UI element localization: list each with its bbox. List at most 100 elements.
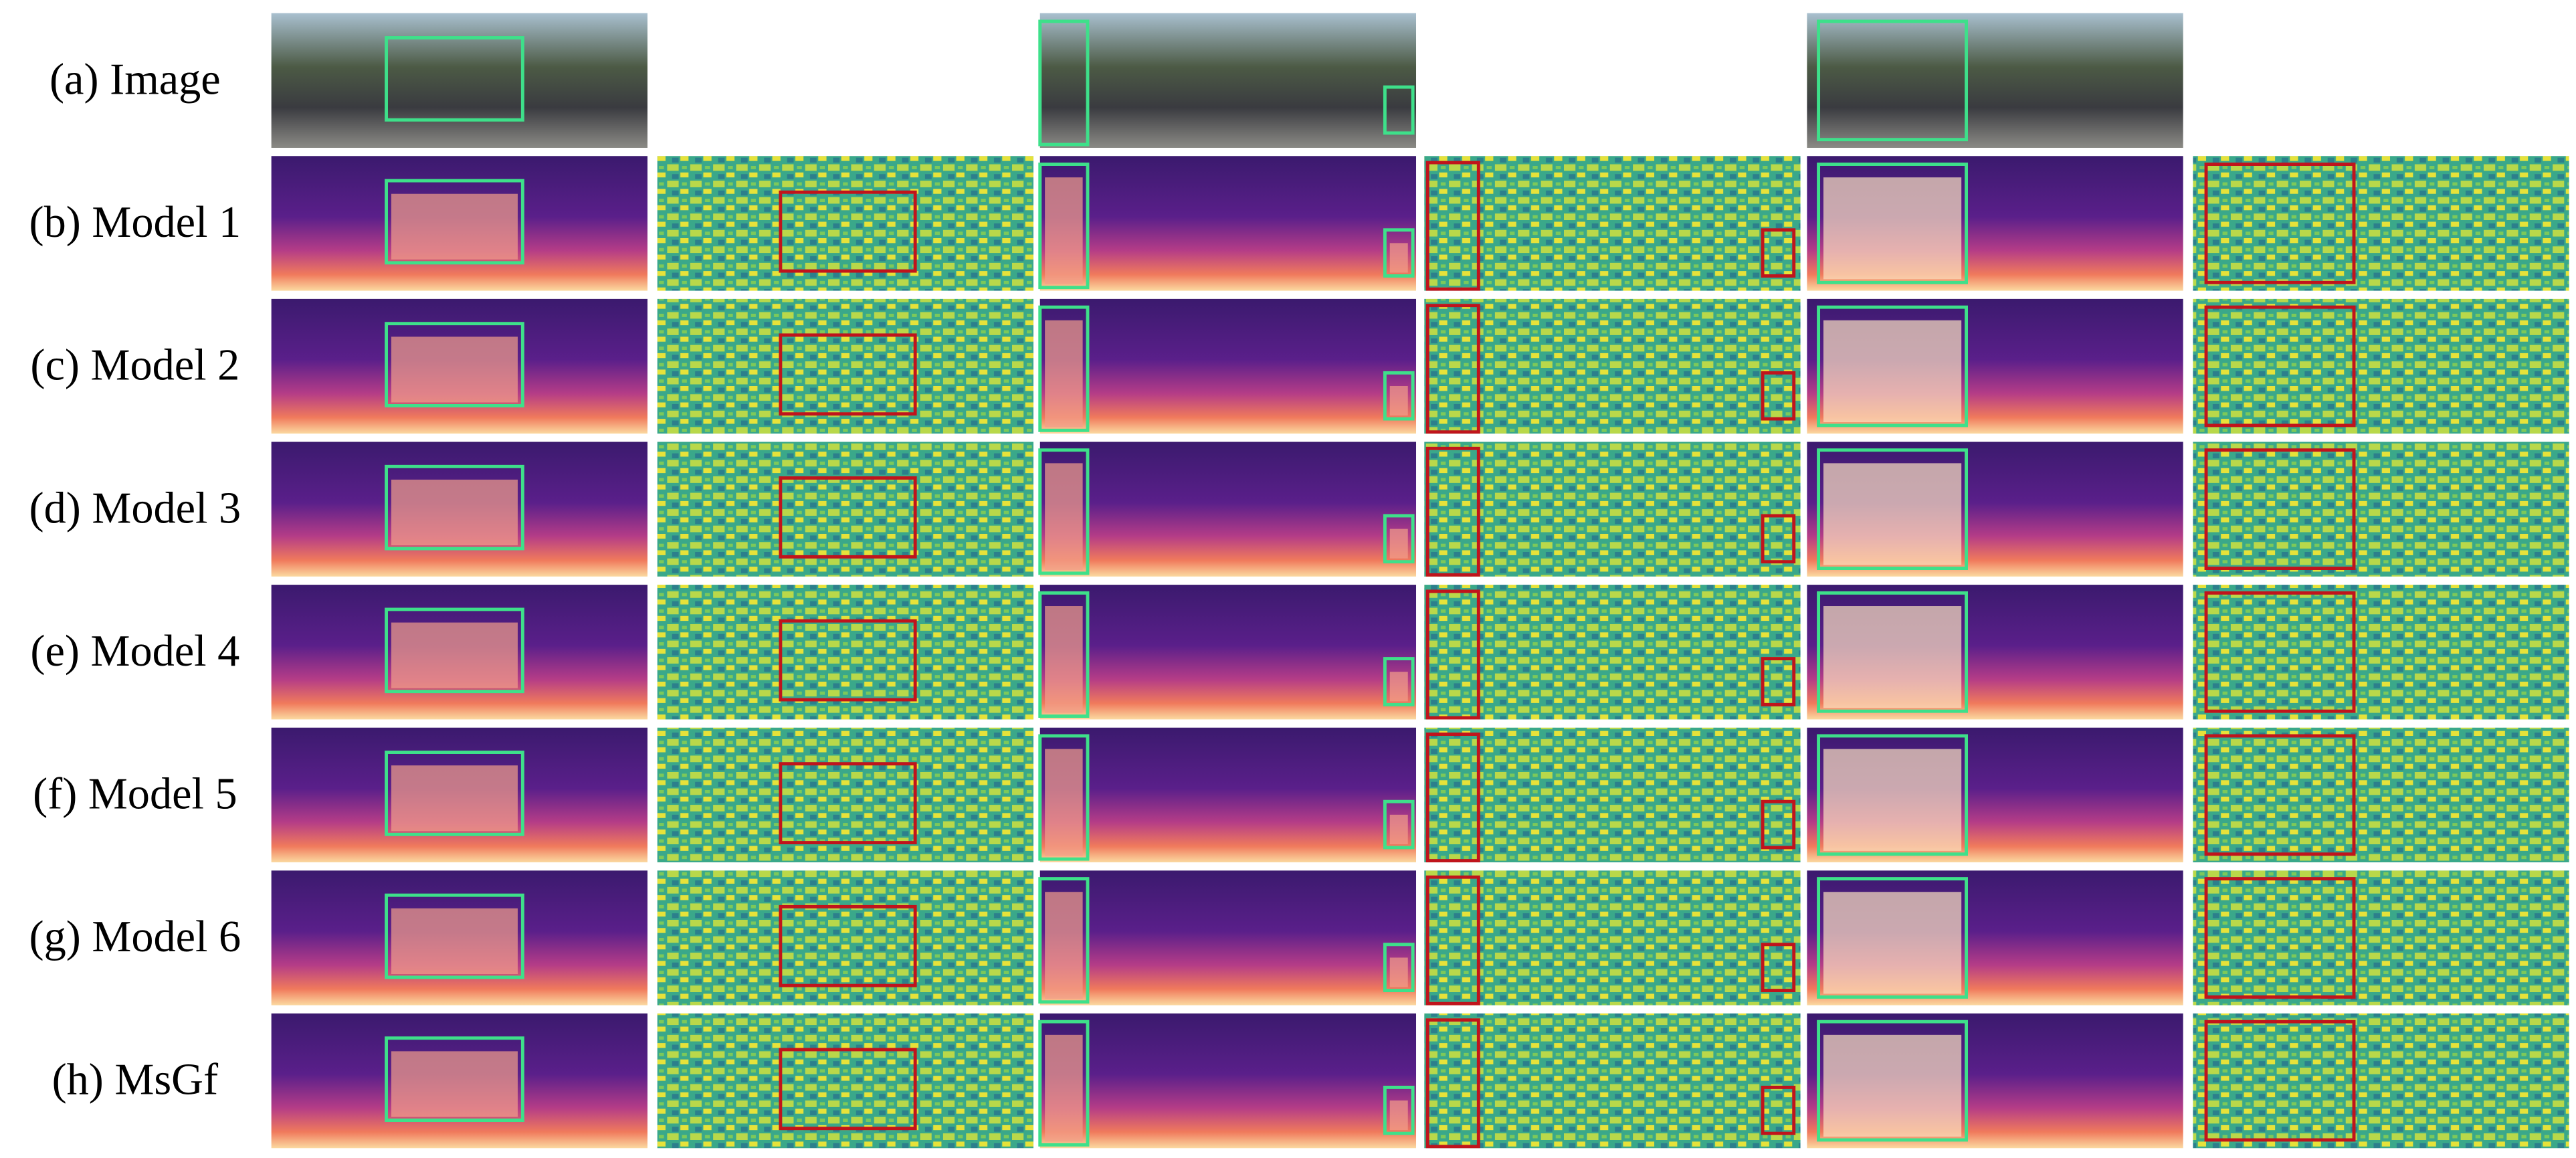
highlight-box [2204,163,2356,284]
near-object [1045,177,1083,284]
highlight-box [2204,734,2356,856]
depth-map [1039,298,1417,434]
near-object [1389,386,1408,416]
error-map [657,442,1033,577]
highlight-box [1383,657,1415,706]
highlight-box [779,619,917,702]
highlight-box [779,904,917,987]
row-label: (h) MsGf [52,1056,219,1104]
highlight-box [1383,799,1415,850]
depth-map [1039,442,1417,577]
error-map [657,870,1033,1005]
highlight-box [1383,1085,1415,1135]
highlight-box [385,36,524,122]
highlight-box [2204,448,2356,570]
near-object [1045,749,1083,856]
error-map [2193,442,2569,577]
highlight-box [1761,799,1796,850]
depth-map [1039,585,1417,720]
highlight-box [1761,228,1796,278]
row-label: (b) Model 1 [29,198,241,247]
highlight-box [2204,1020,2356,1142]
near-object [1823,892,1962,994]
error-map [1424,156,1801,291]
near-object [391,336,518,403]
highlight-box [1817,305,1969,427]
highlight-box [1425,589,1480,720]
row-label: (c) Model 2 [30,341,239,390]
highlight-box [385,464,524,551]
error-map [1424,870,1801,1005]
error-map [1424,727,1801,863]
error-map [2193,156,2569,291]
row-label: (g) Model 6 [29,912,241,961]
depth-map [1039,870,1417,1005]
near-object [1389,672,1408,702]
near-object [391,1051,518,1117]
highlight-box [1817,591,1969,713]
error-map [657,1013,1033,1149]
error-map [657,298,1033,434]
highlight-box [1817,734,1969,856]
near-object [1045,892,1083,999]
row-label: (d) Model 3 [29,484,241,533]
highlight-box [1038,734,1090,861]
highlight-box [385,179,524,265]
highlight-box [2204,305,2356,427]
highlight-box [779,476,917,559]
highlight-box [385,322,524,407]
error-map [2193,870,2569,1005]
error-map [2193,298,2569,434]
error-map [1424,1013,1801,1149]
highlight-box [1761,1085,1796,1135]
near-object [391,193,518,260]
highlight-box [779,762,917,845]
depth-map [1039,1013,1417,1149]
near-object [391,622,518,688]
error-map [657,585,1033,720]
depth-map [1039,727,1417,863]
near-object [1389,243,1408,273]
error-map [657,156,1033,291]
near-object [1045,1034,1083,1142]
highlight-box [1383,943,1415,993]
near-object [1823,749,1962,851]
highlight-box [1383,371,1415,421]
highlight-box [1038,305,1090,432]
highlight-box [1038,877,1090,1004]
depth-map [1039,156,1417,291]
highlight-box [1425,446,1480,577]
highlight-box [1761,657,1796,706]
near-object [391,908,518,975]
highlight-box [1761,514,1796,564]
highlight-box [385,751,524,836]
near-object [391,479,518,546]
row-label: (f) Model 5 [33,770,237,819]
highlight-box [1817,448,1969,570]
highlight-box [1817,19,1969,142]
near-object [1045,606,1083,713]
error-map [2193,585,2569,720]
highlight-box [1038,591,1090,718]
near-object [391,765,518,832]
highlight-box [385,1036,524,1122]
highlight-box [779,333,917,416]
highlight-box [1761,371,1796,421]
error-map [657,727,1033,863]
highlight-box [779,1048,917,1131]
error-map [1424,585,1801,720]
highlight-box [1038,163,1090,290]
highlight-box [1761,943,1796,993]
highlight-box [1038,19,1090,147]
highlight-box [1383,85,1415,135]
near-object [1823,177,1962,280]
near-object [1045,463,1083,570]
near-object [1823,320,1962,423]
highlight-box [1425,304,1480,434]
highlight-box [2204,877,2356,999]
near-object [1389,957,1408,987]
near-object [1389,814,1408,845]
highlight-box [1425,1018,1480,1149]
input-image [271,13,648,148]
